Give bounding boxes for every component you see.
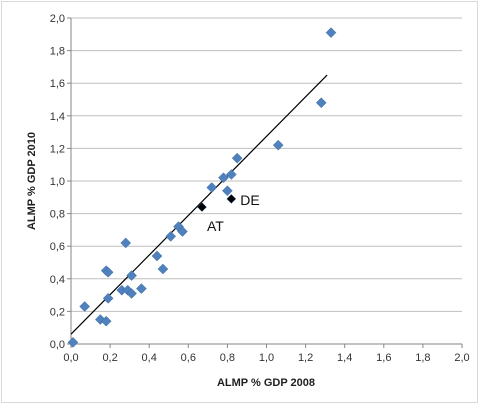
data-point xyxy=(136,283,147,294)
data-point xyxy=(231,152,243,164)
x-tick-label: 0,6 xyxy=(181,352,196,364)
x-tick-label: 1,2 xyxy=(298,352,313,364)
x-tick-label: 0,0 xyxy=(63,352,78,364)
x-tick-label: 1,8 xyxy=(415,352,430,364)
point-label-de: DE xyxy=(240,192,259,208)
data-point xyxy=(225,169,237,180)
x-tick-label: 2,0 xyxy=(454,352,469,364)
y-tick-label: 2,0 xyxy=(50,13,65,25)
data-point xyxy=(165,231,177,242)
y-tick-label: 1,6 xyxy=(50,78,65,90)
data-points xyxy=(67,27,337,348)
data-point xyxy=(102,293,114,304)
data-point xyxy=(102,266,114,278)
x-tick-label: 1,6 xyxy=(376,352,391,364)
data-point xyxy=(100,315,112,327)
annotations: AT DE xyxy=(207,192,260,234)
x-tick-label: 0,4 xyxy=(142,352,157,364)
y-tick-label: 0,8 xyxy=(50,209,65,221)
y-tick-label: 1,8 xyxy=(50,46,65,58)
data-point xyxy=(325,27,337,39)
x-tick-label: 1,0 xyxy=(259,352,274,364)
gridlines xyxy=(71,17,462,312)
data-point xyxy=(206,182,218,193)
y-axis-title: ALMP % GDP 2010 xyxy=(26,132,38,230)
trendline xyxy=(70,74,328,335)
y-tick-label: 0,0 xyxy=(50,339,65,351)
data-point xyxy=(126,288,137,299)
highlight-point-at xyxy=(197,202,207,212)
data-point xyxy=(126,270,137,281)
x-tick-label: 0,2 xyxy=(102,352,117,364)
data-point xyxy=(120,237,132,249)
data-point xyxy=(79,301,91,312)
data-point xyxy=(151,250,163,262)
y-tick-label: 1,4 xyxy=(50,111,65,123)
tick-labels: 0,0 0,2 0,4 0,6 0,8 1,0 1,2 1,4 1,6 1,8 2,0 0,0 0,2 0… xyxy=(50,13,470,364)
point-label-at: AT xyxy=(207,218,224,234)
data-point xyxy=(218,172,229,184)
data-point xyxy=(272,139,284,151)
data-point xyxy=(315,97,327,109)
highlight-point-de xyxy=(226,194,237,204)
data-point xyxy=(222,185,233,197)
data-point xyxy=(67,337,79,348)
y-tick-label: 1,0 xyxy=(50,176,65,188)
x-tick-label: 1,4 xyxy=(337,352,352,364)
x-axis-title: ALMP % GDP 2008 xyxy=(217,377,315,389)
data-point xyxy=(177,226,188,237)
x-tick-label: 0,8 xyxy=(220,352,235,364)
y-tick-label: 0,2 xyxy=(50,306,65,318)
y-tick-label: 1,2 xyxy=(50,143,65,155)
axes xyxy=(67,17,463,348)
trendline-layer xyxy=(70,74,328,335)
y-tick-label: 0,4 xyxy=(50,274,65,286)
data-point xyxy=(157,263,169,275)
data-point xyxy=(122,284,134,296)
y-tick-label: 0,6 xyxy=(50,241,65,253)
